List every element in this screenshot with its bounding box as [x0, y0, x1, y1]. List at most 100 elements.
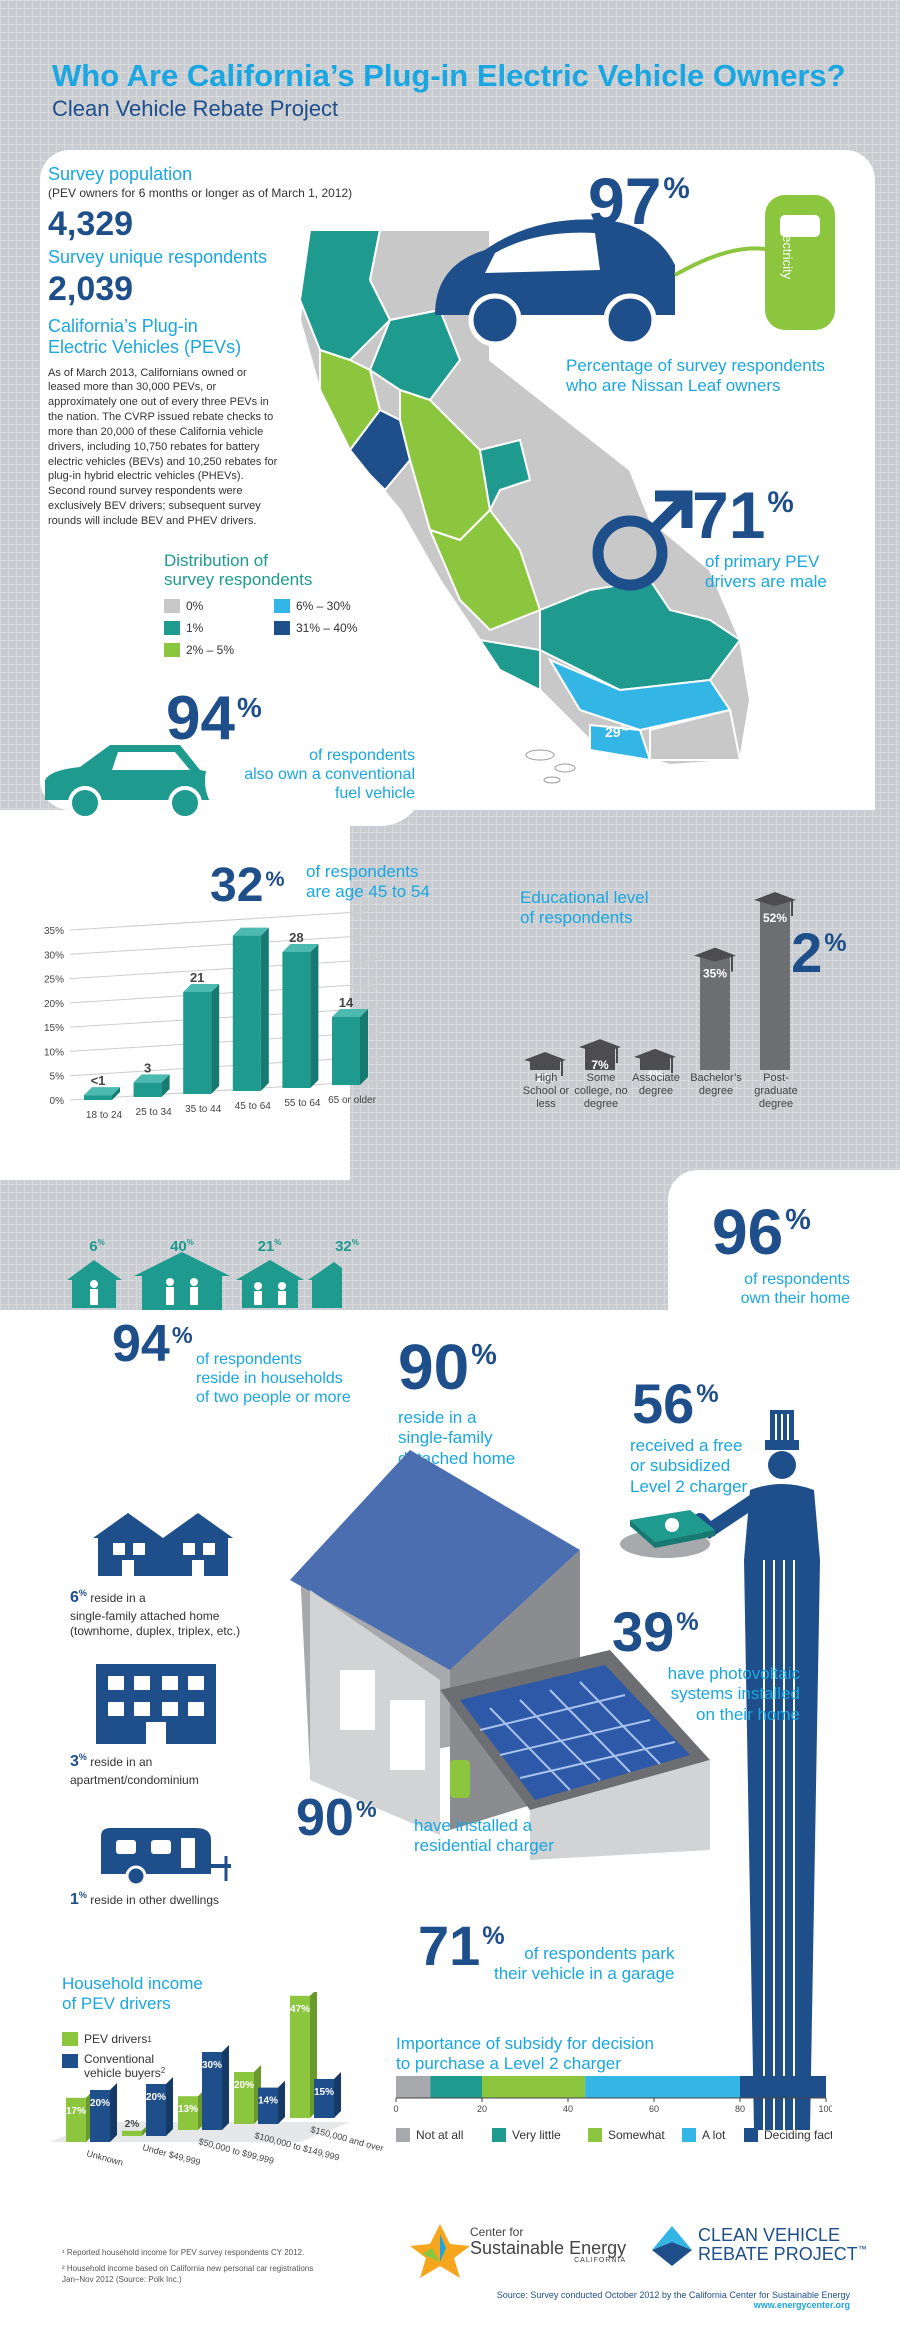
home-own-caption-line2: own their home [740, 1290, 850, 1308]
age-gridline [69, 1007, 380, 1028]
age-ytick: 35% [44, 926, 64, 937]
household-4-value: 32% [335, 1238, 359, 1255]
housing-apartment-line2: apartment/condominium [70, 1772, 199, 1787]
survey-block: Survey population (PEV owners for 6 mont… [48, 164, 408, 529]
age-data-label: 14 [339, 995, 354, 1010]
subsidy-legend-label: Deciding factor [764, 2128, 832, 2142]
income-bar [202, 2052, 222, 2130]
house-illustration [290, 1450, 710, 1860]
footer-notes: ¹ Reported household income for PEV surv… [62, 2248, 313, 2285]
cse-line2: Sustainable Energy [470, 2237, 627, 2258]
housing-townhome-caption: 6% reside in a single-family attached ho… [70, 1588, 240, 1640]
income-data-label: 30% [202, 2060, 222, 2071]
education-data-label: 7% [591, 1058, 609, 1072]
income-data-label: 17% [66, 2106, 86, 2117]
cse-line3: CALIFORNIA [574, 2257, 627, 2265]
housing-townhome-line2: single-family attached home [70, 1608, 220, 1623]
mortarboard-icon [579, 1039, 621, 1054]
age-ytick: 15% [44, 1023, 64, 1034]
charger-free-caption: received a free or subsidized Level 2 ch… [630, 1436, 747, 1497]
income-bar-side [110, 2083, 117, 2142]
res-charger-caption-line1: have installed a [414, 1816, 533, 1835]
subsidy-legend-label: A lot [702, 2128, 726, 2142]
subsidy-segment [740, 2076, 826, 2098]
survey-population-note: (PEV owners for 6 months or longer as of… [48, 186, 353, 200]
age-bar-side [112, 1087, 120, 1100]
age-chart: 0% 5% 10% 15% 20% 25% 30% 35% <1 18 to 24 3 25 to 3… [44, 910, 380, 1121]
housing-townhome-line3: (townhome, duplex, triplex, etc.) [70, 1624, 241, 1639]
age-headline-line2: are age 45 to 54 [306, 882, 430, 902]
age-headline-value: 32% [210, 859, 285, 912]
age-data-label: <1 [91, 1073, 106, 1088]
age-gridline [69, 934, 380, 955]
income-bar-side [278, 2080, 285, 2124]
page-subtitle: Clean Vehicle Rebate Project [52, 96, 339, 121]
age-bar-top [183, 984, 220, 992]
income-bar [90, 2090, 110, 2142]
income-bar-side [166, 2077, 173, 2136]
age-gridline [69, 958, 380, 980]
income-legend-pev: PEV drivers 1 [62, 2030, 165, 2048]
cvrp-logo-icon [652, 2226, 692, 2266]
cvrp-line2: REBATE PROJECT™ [698, 2243, 867, 2264]
age-bar-side [260, 927, 269, 1091]
income-title-line2: of PEV drivers [62, 1994, 171, 2014]
map-label-bay-area: 39% [355, 486, 378, 502]
home-own-caption-line1: of respondents [744, 1271, 850, 1288]
detached-caption-line1: reside in a [398, 1408, 477, 1427]
charger-label: electricity [780, 225, 795, 280]
age-bar-top [282, 944, 319, 952]
conventional-caption-line1: of respondents [309, 747, 415, 764]
income-bar [290, 1995, 310, 2118]
education-data-label: 35% [703, 967, 727, 981]
income-data-label: 14% [258, 2096, 278, 2107]
housing-apartment-line1: 3% reside in an [70, 1752, 153, 1770]
households-caption-line2: reside in households [196, 1370, 343, 1388]
income-bar [258, 2087, 278, 2124]
footer-note-2: ² Household income based on California n… [62, 2264, 314, 2274]
cse-logo: Center for Sustainable Energy CALIFORNIA [470, 2226, 626, 2265]
cse-line1: Center for [470, 2225, 524, 2239]
household-2-value: 40% [170, 1238, 194, 1255]
subsidy-title-line1: Importance of subsidy for decision [396, 2034, 654, 2053]
res-charger-value: 90% [296, 1789, 377, 1847]
education-category-label: Bachelor’s degree [690, 1072, 742, 1098]
age-headline-caption: of respondents are age 45 to 54 [306, 862, 430, 903]
age-bar [282, 952, 311, 1088]
uncle-sam-charger-icon [693, 1410, 820, 2130]
age-data-label: 21 [190, 970, 204, 985]
age-xtick: 45 to 64 [235, 1101, 272, 1112]
education-category-label: Some college, no degree [574, 1072, 628, 1111]
subsidy-xtick: 40 [563, 2104, 573, 2114]
charger-free-caption-line3: Level 2 charger [630, 1476, 748, 1496]
household-3-value: 21% [257, 1238, 282, 1255]
age-ytick: 20% [44, 999, 64, 1010]
map-legend: Distribution of survey respondents 0% 6%… [164, 551, 384, 659]
subsidy-xtick: 0 [393, 2104, 398, 2114]
home-own-value: 96% [712, 1196, 811, 1268]
subsidy-legend-label: Somewhat [608, 2128, 665, 2142]
income-title: Household income of PEV drivers [62, 1974, 203, 2015]
age-ytick: 5% [50, 1072, 65, 1083]
pv-caption-line3: on their home [696, 1704, 800, 1724]
conventional-caption: of respondents also own a conventional f… [205, 746, 415, 804]
households-caption: of respondents reside in households of t… [196, 1350, 351, 1408]
income-bar [146, 2084, 166, 2136]
trailer-icon [101, 1828, 231, 1886]
subsidy-chart: 0 20 40 60 80 100 Not at all Very little Somewha… [393, 2076, 832, 2142]
pev-heading-line2: Electric Vehicles (PEVs) [48, 336, 242, 357]
garage-value: 71% [418, 1914, 505, 1977]
income-bar [234, 2072, 254, 2124]
nissan-caption-line2: who are Nissan Leaf owners [566, 376, 781, 396]
subsidy-segment [430, 2076, 482, 2098]
cvrp-line1: CLEAN VEHICLE [698, 2225, 841, 2245]
age-data-label: 3 [144, 1060, 151, 1075]
education-title: Educational level of respondents [520, 888, 649, 929]
subsidy-legend-swatch [396, 2128, 410, 2142]
income-bar [314, 2079, 334, 2118]
age-bar [183, 992, 212, 1094]
income-xtick: Unknown [85, 2148, 124, 2167]
garage-caption-line2: their vehicle in a garage [494, 1964, 675, 1984]
income-bar [178, 2096, 198, 2130]
